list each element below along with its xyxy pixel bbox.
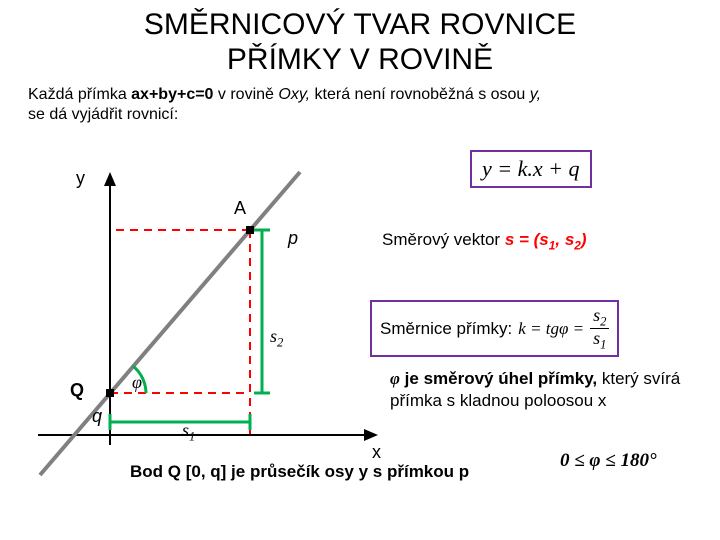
phi-explain: φ je směrový úhel přímky, který svírá př… <box>390 368 700 412</box>
title-line1: SMĚRNICOVÝ TVAR ROVNICE <box>144 8 576 41</box>
s2-label: s2 <box>270 326 283 351</box>
diagram: y x A p Q q φ s1 s2 y = k.x + q Směrový … <box>0 150 720 510</box>
point-Q-label: Q <box>70 380 84 401</box>
formula-main-box: y = k.x + q <box>470 150 592 188</box>
line-p-label: p <box>288 228 298 249</box>
s1-label: s1 <box>182 420 195 445</box>
vector-line: Směrový vektor s = (s1, s2) <box>382 230 587 252</box>
slope-line: Směrnice přímky: k = tgφ = s2 s1 <box>370 300 619 357</box>
title-line2: PŘÍMKY V ROVINĚ <box>227 43 493 76</box>
q-label: q <box>92 406 102 427</box>
x-axis-label: x <box>372 442 381 463</box>
intro-text: Každá přímka ax+by+c=0 v rovině Oxy, kte… <box>0 81 720 133</box>
point-A-label: A <box>234 198 246 219</box>
y-axis-label: y <box>76 168 85 189</box>
formula-main: y = k.x + q <box>482 156 580 181</box>
phi-label: φ <box>132 372 142 393</box>
bottom-Q-text: Bod Q [0, q] je průsečík osy y s přímkou… <box>130 462 469 482</box>
phi-range: 0 ≤ φ ≤ 180° <box>560 450 657 472</box>
